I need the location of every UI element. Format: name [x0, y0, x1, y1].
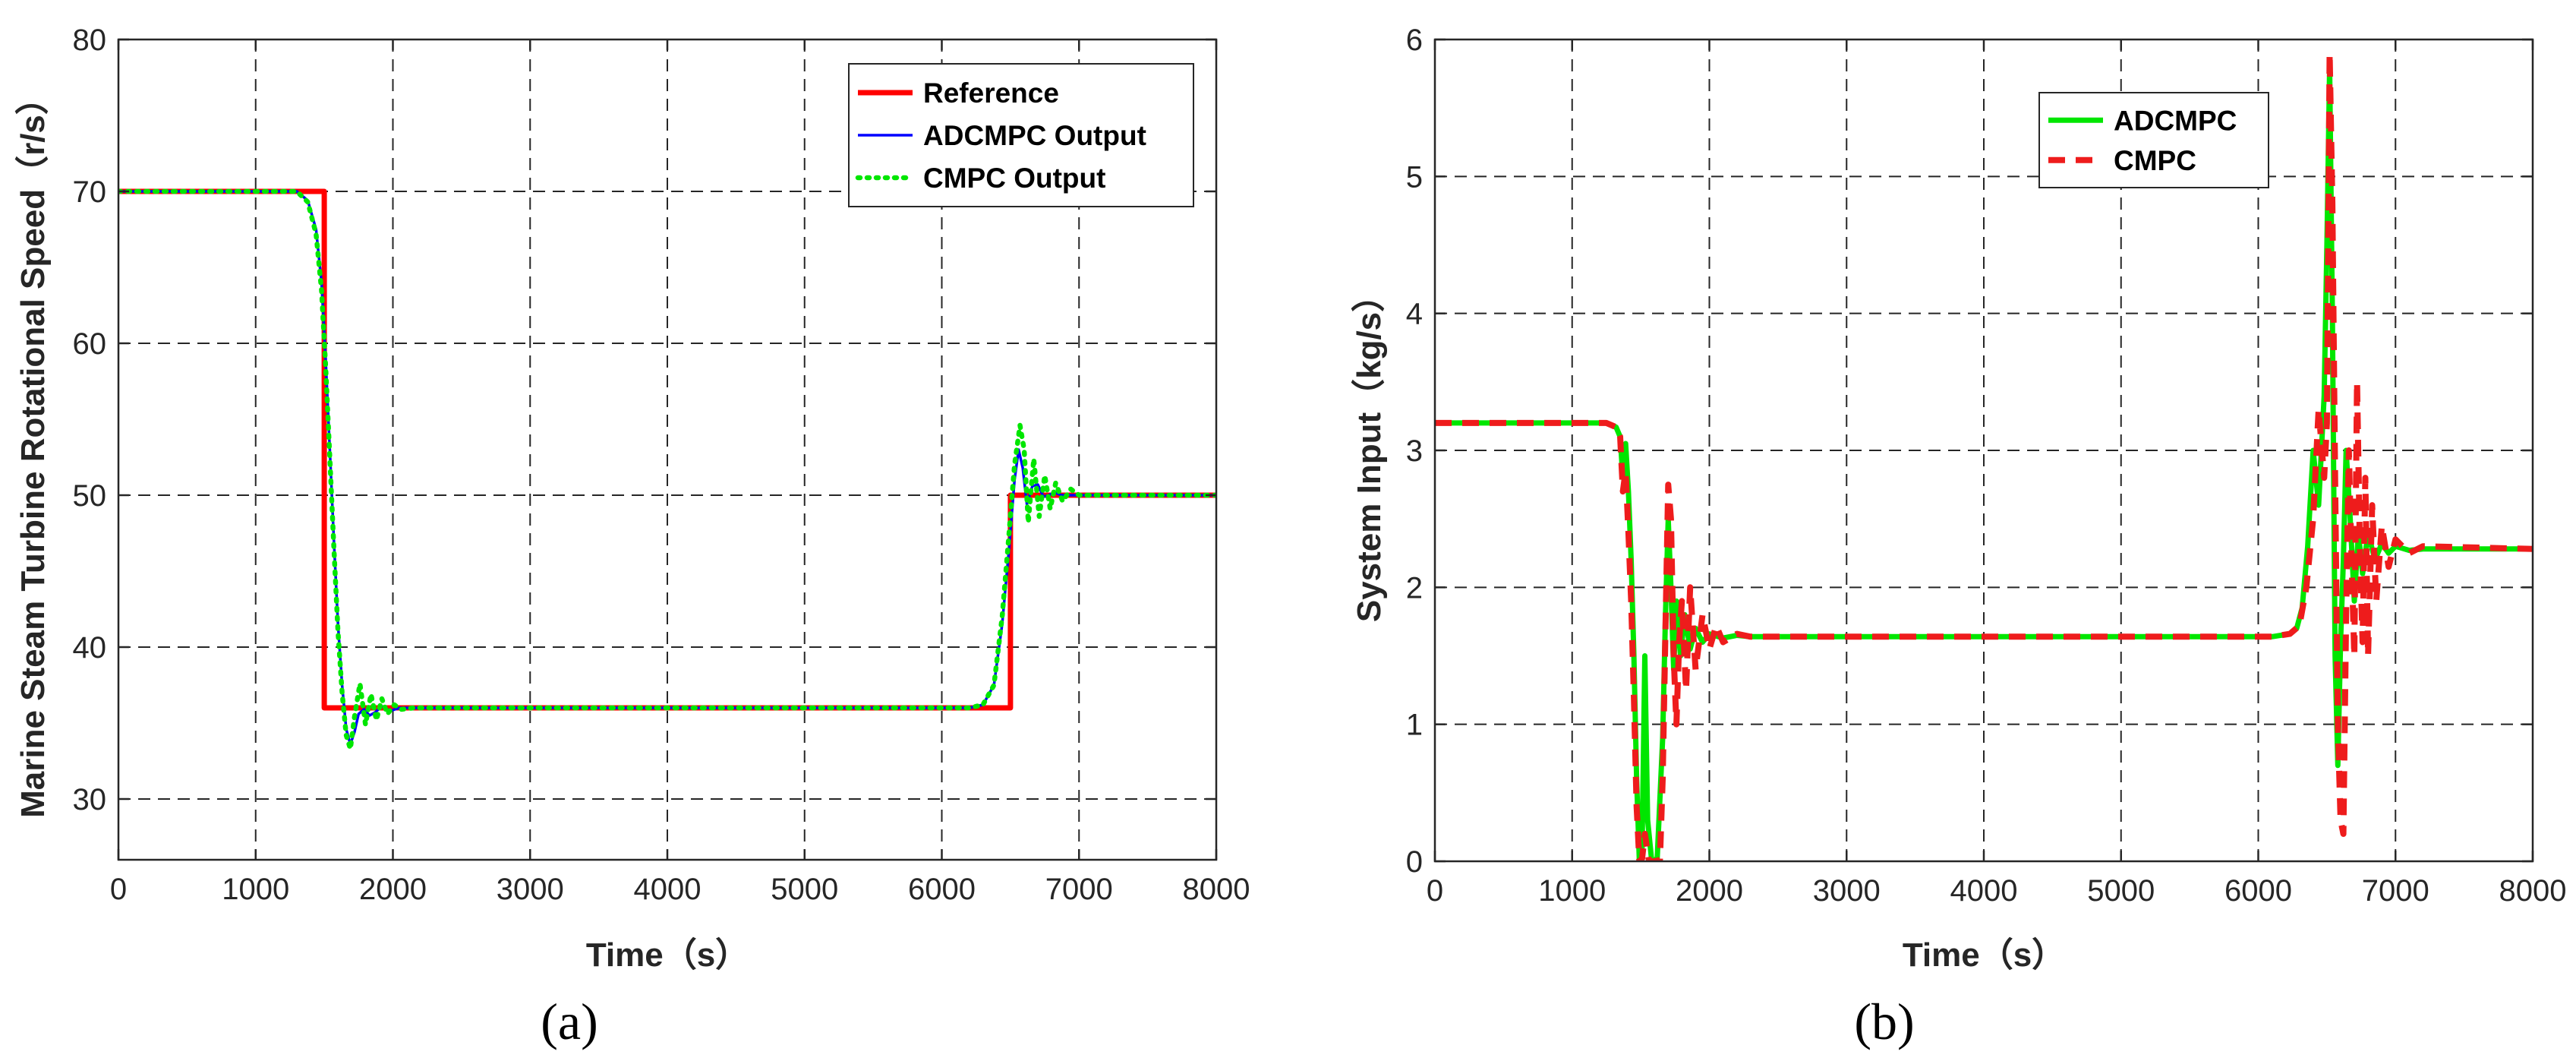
x-tick-label: 0	[110, 873, 127, 906]
y-tick-label: 2	[1406, 571, 1423, 605]
panel-b-series	[1435, 50, 2533, 861]
panel-a-x-axis-label: Time（s）	[586, 936, 749, 974]
legend-label-reference: Reference	[923, 77, 1059, 109]
x-tick-label: 5000	[2087, 874, 2155, 908]
y-tick-label: 3	[1406, 434, 1423, 468]
x-tick-label: 4000	[634, 873, 702, 906]
legend-label-adcmpc-output: ADCMPC Output	[923, 120, 1146, 151]
y-tick-label: 60	[73, 327, 107, 361]
y-tick-label: 70	[73, 175, 107, 209]
x-tick-label: 3000	[497, 873, 564, 906]
x-tick-label: 8000	[2499, 874, 2567, 908]
panel-a: 0 1000 2000 3000 4000 5000 6000 7000 8000 30 40 50 6…	[14, 24, 1250, 1050]
panel-b-legend: ADCMPC CMPC	[2038, 92, 2269, 188]
panel-a-ticks: 0 1000 2000 3000 4000 5000 6000 7000 8000 30 40 50 6…	[73, 24, 1250, 906]
series-line-cmpc-output	[118, 188, 1216, 752]
panel-b-y-axis-label: System Input（kg/s）	[1351, 279, 1388, 622]
panel-b-ticks: 0 1000 2000 3000 4000 5000 6000 7000 8000 0 1 2 3 4 5 6	[1406, 24, 2567, 908]
y-tick-label: 40	[73, 631, 107, 665]
x-tick-label: 7000	[2362, 874, 2429, 908]
x-tick-label: 0	[1427, 874, 1443, 908]
x-tick-label: 3000	[1813, 874, 1881, 908]
panel-b-x-axis-label: Time（s）	[1903, 936, 2065, 974]
panel-b-label: (b)	[1854, 993, 1914, 1050]
y-tick-label: 0	[1406, 845, 1423, 879]
x-tick-label: 6000	[2224, 874, 2292, 908]
y-tick-label: 50	[73, 479, 107, 513]
x-tick-label: 4000	[1950, 874, 2018, 908]
y-tick-label: 30	[73, 783, 107, 816]
y-tick-label: 5	[1406, 160, 1423, 194]
x-tick-label: 6000	[908, 873, 976, 906]
series-line-cmpc	[1435, 50, 2533, 861]
x-tick-label: 1000	[1538, 874, 1606, 908]
x-tick-label: 7000	[1045, 873, 1113, 906]
y-tick-label: 4	[1406, 298, 1423, 331]
panel-b-legend-box	[2038, 92, 2269, 188]
y-tick-label: 6	[1406, 24, 1423, 57]
legend-label-cmpc-output: CMPC Output	[923, 163, 1105, 194]
panel-a-legend: Reference ADCMPC Output CMPC Output	[848, 63, 1194, 207]
panel-b: 0 1000 2000 3000 4000 5000 6000 7000 8000 0 1 2 3 4 5 6…	[1351, 24, 2566, 1050]
x-tick-label: 1000	[222, 873, 289, 906]
x-tick-label: 2000	[1676, 874, 1743, 908]
x-tick-label: 8000	[1183, 873, 1250, 906]
x-tick-label: 5000	[771, 873, 838, 906]
panel-a-label: (a)	[541, 993, 597, 1050]
x-tick-label: 2000	[359, 873, 427, 906]
legend-label-adcmpc: ADCMPC	[2114, 105, 2237, 136]
panel-a-y-axis-label: Marine Steam Turbine Rotational Speed（r/…	[14, 81, 52, 818]
y-tick-label: 1	[1406, 709, 1423, 742]
panel-a-series	[118, 188, 1216, 752]
y-tick-label: 80	[73, 24, 107, 57]
legend-label-cmpc: CMPC	[2114, 145, 2196, 176]
